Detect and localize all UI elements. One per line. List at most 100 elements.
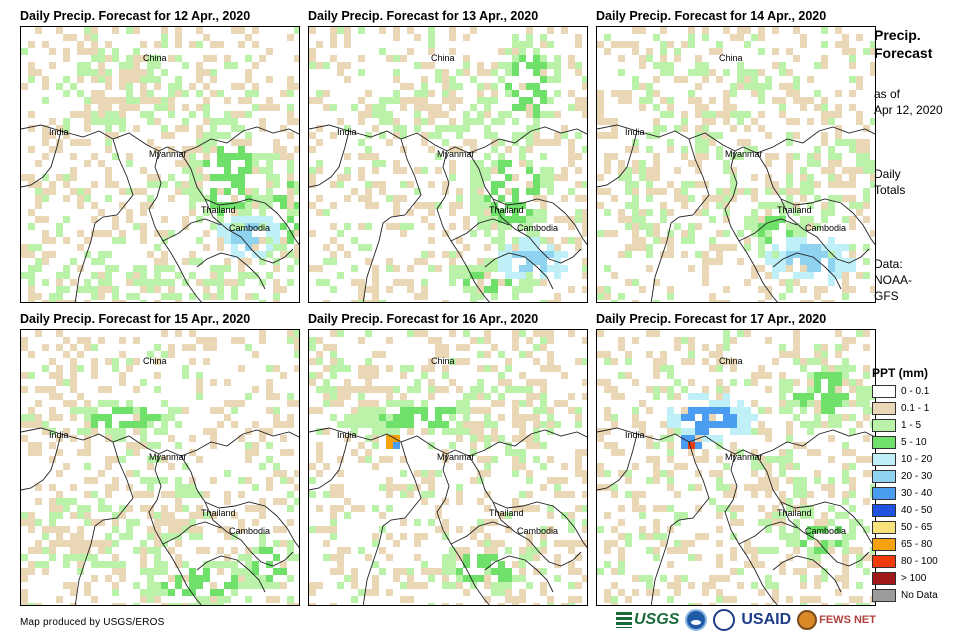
rain-cell xyxy=(154,62,161,69)
rain-cell xyxy=(35,195,42,202)
rain-cell xyxy=(56,300,63,302)
rain-cell xyxy=(786,463,793,470)
rain-cell xyxy=(723,484,730,491)
rain-cell xyxy=(575,505,582,512)
rain-cell xyxy=(203,83,210,90)
rain-cell xyxy=(49,372,56,379)
rain-cell xyxy=(28,372,35,379)
rain-cell xyxy=(63,125,70,132)
country-border xyxy=(196,252,266,290)
rain-cell xyxy=(28,293,35,300)
rain-cell xyxy=(702,118,709,125)
rain-cell xyxy=(716,575,723,582)
rain-cell xyxy=(772,62,779,69)
rain-cell xyxy=(547,41,554,48)
rain-cell xyxy=(91,372,98,379)
rain-cell xyxy=(653,188,660,195)
rain-cell xyxy=(688,230,695,237)
rain-cell xyxy=(442,449,449,456)
rain-cell xyxy=(800,491,807,498)
rain-cell xyxy=(210,174,217,181)
rain-cell xyxy=(660,251,667,258)
rain-cell xyxy=(821,118,828,125)
rain-cell xyxy=(189,435,196,442)
rain-cell xyxy=(751,216,758,223)
rain-cell xyxy=(730,195,737,202)
rain-cell xyxy=(421,216,428,223)
rain-cell xyxy=(231,575,238,582)
rain-cell xyxy=(575,421,582,428)
rain-cell xyxy=(280,372,287,379)
rain-cell xyxy=(547,27,554,34)
rain-cell xyxy=(63,526,70,533)
rain-cell xyxy=(856,139,863,146)
rain-cell xyxy=(772,512,779,519)
rain-cell xyxy=(505,512,512,519)
rain-cell xyxy=(35,421,42,428)
rain-cell xyxy=(547,167,554,174)
rain-cell xyxy=(597,230,604,237)
rain-cell xyxy=(540,237,547,244)
rain-cell xyxy=(372,125,379,132)
rain-cell xyxy=(435,526,442,533)
rain-cell xyxy=(779,449,786,456)
rain-cell xyxy=(140,589,147,596)
rain-cell xyxy=(526,27,533,34)
rain-cell xyxy=(821,139,828,146)
rain-cell xyxy=(351,188,358,195)
rain-cell xyxy=(316,526,323,533)
rain-cell xyxy=(582,230,587,237)
rain-cell xyxy=(309,582,316,589)
rain-cell xyxy=(119,337,126,344)
rain-cell xyxy=(660,216,667,223)
rain-cell xyxy=(442,554,449,561)
rain-cell xyxy=(519,589,526,596)
rain-cell xyxy=(182,167,189,174)
rain-cell xyxy=(597,202,604,209)
rain-cell xyxy=(337,582,344,589)
rain-cell xyxy=(126,69,133,76)
rain-cell xyxy=(519,428,526,435)
rain-cell xyxy=(98,90,105,97)
rain-cell xyxy=(477,209,484,216)
rain-cell xyxy=(526,351,533,358)
rain-cell xyxy=(681,442,688,449)
rain-cell xyxy=(821,132,828,139)
rain-cell xyxy=(737,76,744,83)
country-border xyxy=(382,138,422,224)
rain-cell xyxy=(505,251,512,258)
rain-cell xyxy=(287,330,294,337)
rain-cell xyxy=(210,293,217,300)
rain-cell xyxy=(828,491,835,498)
rain-cell xyxy=(554,69,561,76)
rain-cell xyxy=(147,279,154,286)
rain-cell xyxy=(723,505,730,512)
rain-cell xyxy=(793,540,800,547)
rain-cell xyxy=(540,330,547,337)
rain-cell xyxy=(98,62,105,69)
rain-cell xyxy=(737,62,744,69)
rain-cell xyxy=(84,48,91,55)
rain-cell xyxy=(196,575,203,582)
rain-cell xyxy=(435,407,442,414)
rain-cell xyxy=(217,561,224,568)
rain-cell xyxy=(358,505,365,512)
rain-cell xyxy=(98,293,105,300)
rain-cell xyxy=(491,139,498,146)
rain-cell xyxy=(217,153,224,160)
rain-cell xyxy=(224,596,231,603)
rain-cell xyxy=(210,582,217,589)
rain-cell xyxy=(112,111,119,118)
rain-cell xyxy=(660,505,667,512)
rain-cell xyxy=(133,421,140,428)
rain-cell xyxy=(835,258,842,265)
rain-cell xyxy=(189,293,196,300)
rain-cell xyxy=(653,393,660,400)
rain-cell xyxy=(842,337,849,344)
country-border xyxy=(148,150,202,302)
rain-cell xyxy=(393,132,400,139)
rain-cell xyxy=(477,293,484,300)
rain-cell xyxy=(646,188,653,195)
rain-cell xyxy=(681,512,688,519)
rain-cell xyxy=(849,400,856,407)
